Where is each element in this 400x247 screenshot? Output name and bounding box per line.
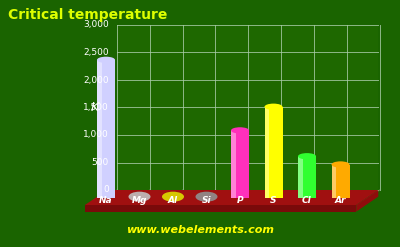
Ellipse shape [231,127,249,134]
Ellipse shape [97,57,115,63]
Bar [97,60,115,198]
Text: Na: Na [99,196,113,205]
Ellipse shape [332,161,350,168]
Text: 1,500: 1,500 [83,103,109,112]
Text: K: K [91,101,99,114]
Bar [332,165,336,198]
Bar [231,130,236,198]
Text: P: P [237,196,243,205]
Ellipse shape [196,192,218,202]
Text: Critical temperature: Critical temperature [8,8,167,22]
Bar [264,107,269,198]
Text: 3,000: 3,000 [83,21,109,29]
Text: Mg: Mg [132,196,147,205]
Ellipse shape [298,153,316,159]
Text: 500: 500 [92,158,109,167]
Text: 1,000: 1,000 [83,130,109,140]
Text: www.webelements.com: www.webelements.com [126,225,274,235]
Polygon shape [85,205,356,212]
Bar [332,165,350,198]
Ellipse shape [128,192,150,202]
Text: Si: Si [202,196,211,205]
Bar [231,130,249,198]
Text: Al: Al [168,196,178,205]
Bar [298,156,316,198]
Polygon shape [117,25,378,190]
Text: 2,500: 2,500 [83,48,109,57]
Text: S: S [270,196,277,205]
Bar [264,107,282,198]
Bar [298,156,302,198]
Text: Ar: Ar [335,196,346,205]
Text: Cl: Cl [302,196,312,205]
Ellipse shape [162,192,184,202]
Polygon shape [356,190,378,212]
Text: 0: 0 [103,185,109,194]
Polygon shape [85,190,378,205]
Bar [97,60,102,198]
Text: 2,000: 2,000 [83,76,109,84]
Ellipse shape [264,103,282,110]
